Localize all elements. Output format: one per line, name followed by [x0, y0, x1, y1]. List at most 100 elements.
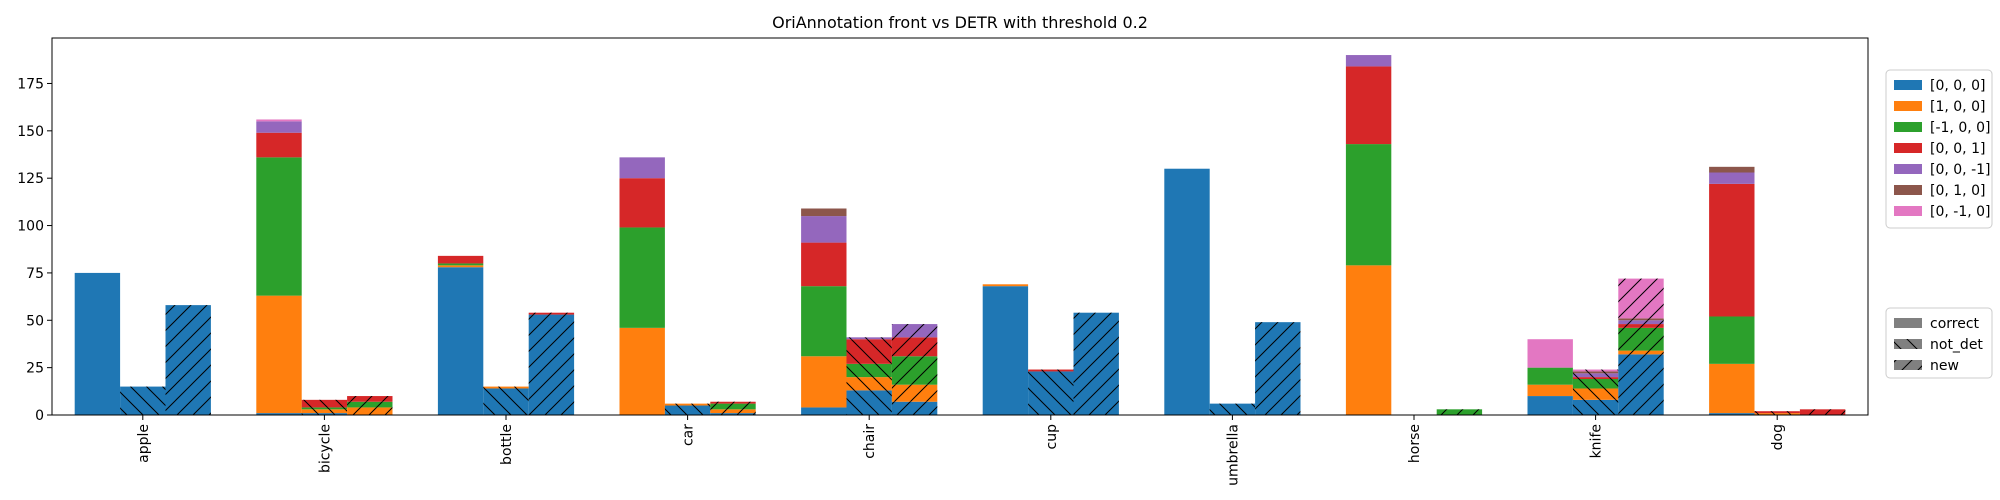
x-tick-label-bottle: bottle — [499, 424, 515, 465]
bar-hatch-apple-not_det-series-0 — [120, 386, 166, 415]
bar-hatch-knife-not_det-series-3 — [1572, 377, 1619, 380]
bar-horse-correct-series-2 — [1345, 144, 1392, 266]
legend-layer: [0, 0, 0] [1, 0, 0] [-1, 0, 0] [0, 0, 1] [0,… — [1885, 69, 1993, 379]
legend-label-0: [0, 0, 0] — [1930, 78, 1985, 94]
bar-bottle-correct-series-3 — [437, 255, 484, 264]
bar-hatch-knife-not_det-series-2 — [1572, 379, 1619, 389]
bar-hatch-bicycle-not_det-series-3 — [301, 399, 348, 408]
bar-hatch-dog-not_det-series-3 — [1754, 411, 1800, 414]
legend-label-2: [-1, 0, 0] — [1930, 120, 1991, 136]
bar-hatch-cup-new-series-0 — [1073, 312, 1119, 415]
group-legend-label-correct: correct — [1930, 316, 1980, 332]
y-tick-label: 175 — [17, 76, 44, 92]
bar-hatch-bicycle-new-series-2 — [347, 401, 393, 408]
x-tick-label-car: car — [681, 424, 697, 446]
y-tick-label: 100 — [17, 219, 44, 235]
group-legend-swatch-correct — [1894, 318, 1922, 328]
bar-dog-correct-series-3 — [1709, 183, 1755, 317]
bar-horse-correct-series-1 — [1345, 265, 1392, 415]
bar-bicycle-correct-series-3 — [256, 132, 302, 158]
bar-hatch-bicycle-new-series-1 — [347, 407, 393, 415]
bar-chair-correct-series-3 — [801, 242, 847, 287]
plot-frame — [51, 37, 1869, 416]
bar-dog-correct-series-0 — [1709, 413, 1755, 415]
y-tick-label: 125 — [17, 171, 44, 187]
axes-layer: 0 25 50 75 100 125 150 175 apple bicycle bottle car… — [17, 37, 1869, 486]
bar-hatch-knife-new-series-1 — [1618, 350, 1664, 355]
bar-hatch-bicycle-not_det-series-1 — [301, 409, 348, 414]
bar-cup-correct-series-1 — [982, 284, 1029, 287]
bar-bottle-correct-series-2 — [437, 263, 484, 266]
x-tick-label-bicycle: bicycle — [317, 424, 333, 473]
bar-dog-correct-series-2 — [1709, 316, 1755, 364]
x-tick-label-dog: dog — [1770, 424, 1786, 450]
bar-hatch-knife-new-series-2 — [1618, 327, 1664, 351]
bar-chair-correct-series-4 — [801, 216, 847, 243]
bar-car-correct-series-4 — [619, 157, 665, 179]
bar-dog-correct-series-4 — [1709, 172, 1755, 184]
y-tick-label: 0 — [35, 408, 44, 424]
bar-car-correct-series-2 — [619, 227, 665, 328]
bar-apple-correct-series-0 — [74, 272, 121, 415]
legend-label-6: [0, -1, 0] — [1930, 204, 1991, 220]
bar-hatch-knife-not_det-series-0 — [1572, 399, 1619, 415]
bar-cup-correct-series-0 — [982, 286, 1029, 415]
bar-hatch-knife-not_det-series-4 — [1572, 373, 1619, 378]
bar-hatch-knife-not_det-series-1 — [1572, 388, 1619, 400]
bar-hatch-chair-not_det-series-4 — [846, 337, 892, 340]
bar-knife-correct-series-6 — [1527, 339, 1573, 368]
bar-car-correct-series-3 — [619, 178, 665, 228]
bar-bicycle-correct-series-0 — [256, 413, 302, 415]
bar-hatch-chair-not_det-series-1 — [846, 377, 892, 391]
bar-hatch-car-not_det-series-1 — [664, 403, 711, 406]
bar-hatch-apple-new-series-0 — [165, 305, 211, 415]
legend-swatch-4 — [1894, 164, 1922, 174]
bar-hatch-umbrella-not_det-series-0 — [1209, 403, 1256, 415]
bar-hatch-cup-not_det-series-3 — [1028, 369, 1074, 372]
bar-horse-correct-series-4 — [1345, 55, 1392, 67]
bar-hatch-bicycle-not_det-series-2 — [301, 407, 348, 410]
bar-hatch-car-new-series-0 — [710, 413, 756, 415]
group-legend-hatch-not_det — [1894, 339, 1922, 349]
bars-layer — [74, 55, 1846, 415]
x-tick-label-cup: cup — [1044, 424, 1060, 450]
legend-swatch-6 — [1894, 206, 1922, 216]
bar-hatch-bottle-new-series-3 — [528, 312, 575, 315]
legend-swatch-5 — [1894, 185, 1922, 195]
bar-hatch-chair-new-series-2 — [891, 356, 938, 385]
x-tick-label-knife: knife — [1589, 424, 1605, 458]
legend-swatch-3 — [1894, 143, 1922, 153]
bar-hatch-bottle-not_det-series-1 — [483, 386, 529, 389]
bar-hatch-knife-new-series-0 — [1618, 354, 1664, 415]
group-legend-label-not_det: not_det — [1930, 337, 1983, 353]
chart-title: OriAnnotation front vs DETR with thresho… — [772, 13, 1148, 32]
bar-hatch-dog-new-series-3 — [1799, 409, 1846, 415]
bar-hatch-chair-new-series-3 — [891, 337, 938, 357]
bar-hatch-knife-new-series-4 — [1618, 320, 1664, 325]
bar-chair-correct-series-2 — [801, 286, 847, 357]
legend-label-4: [0, 0, -1] — [1930, 162, 1991, 178]
bar-hatch-bottle-new-series-0 — [528, 314, 575, 415]
bar-knife-correct-series-1 — [1527, 384, 1573, 397]
bar-hatch-knife-new-series-3 — [1618, 324, 1664, 328]
bar-hatch-knife-not_det-series-6 — [1572, 369, 1619, 372]
bar-hatch-horse-new-series-2 — [1436, 409, 1483, 415]
bar-hatch-knife-new-series-6 — [1618, 278, 1664, 319]
bar-hatch-chair-new-series-4 — [891, 324, 938, 338]
bar-bottle-correct-series-1 — [437, 265, 484, 268]
bar-hatch-knife-new-series-5 — [1618, 318, 1664, 321]
bar-hatch-car-new-series-1 — [710, 409, 756, 414]
bar-bicycle-correct-series-1 — [256, 295, 302, 414]
legend-label-1: [1, 0, 0] — [1930, 99, 1985, 115]
bar-umbrella-correct-series-0 — [1164, 168, 1210, 415]
bar-hatch-bicycle-not_det-series-0 — [301, 413, 348, 415]
bar-hatch-car-new-series-3 — [710, 401, 756, 404]
x-tick-label-horse: horse — [1407, 424, 1423, 463]
bar-hatch-car-new-series-2 — [710, 403, 756, 410]
bar-hatch-bottle-not_det-series-0 — [483, 388, 529, 415]
bar-hatch-chair-not_det-series-0 — [846, 390, 892, 415]
bar-hatch-chair-not_det-series-3 — [846, 339, 892, 364]
bar-chair-correct-series-0 — [801, 407, 847, 415]
bar-knife-correct-series-2 — [1527, 367, 1573, 385]
